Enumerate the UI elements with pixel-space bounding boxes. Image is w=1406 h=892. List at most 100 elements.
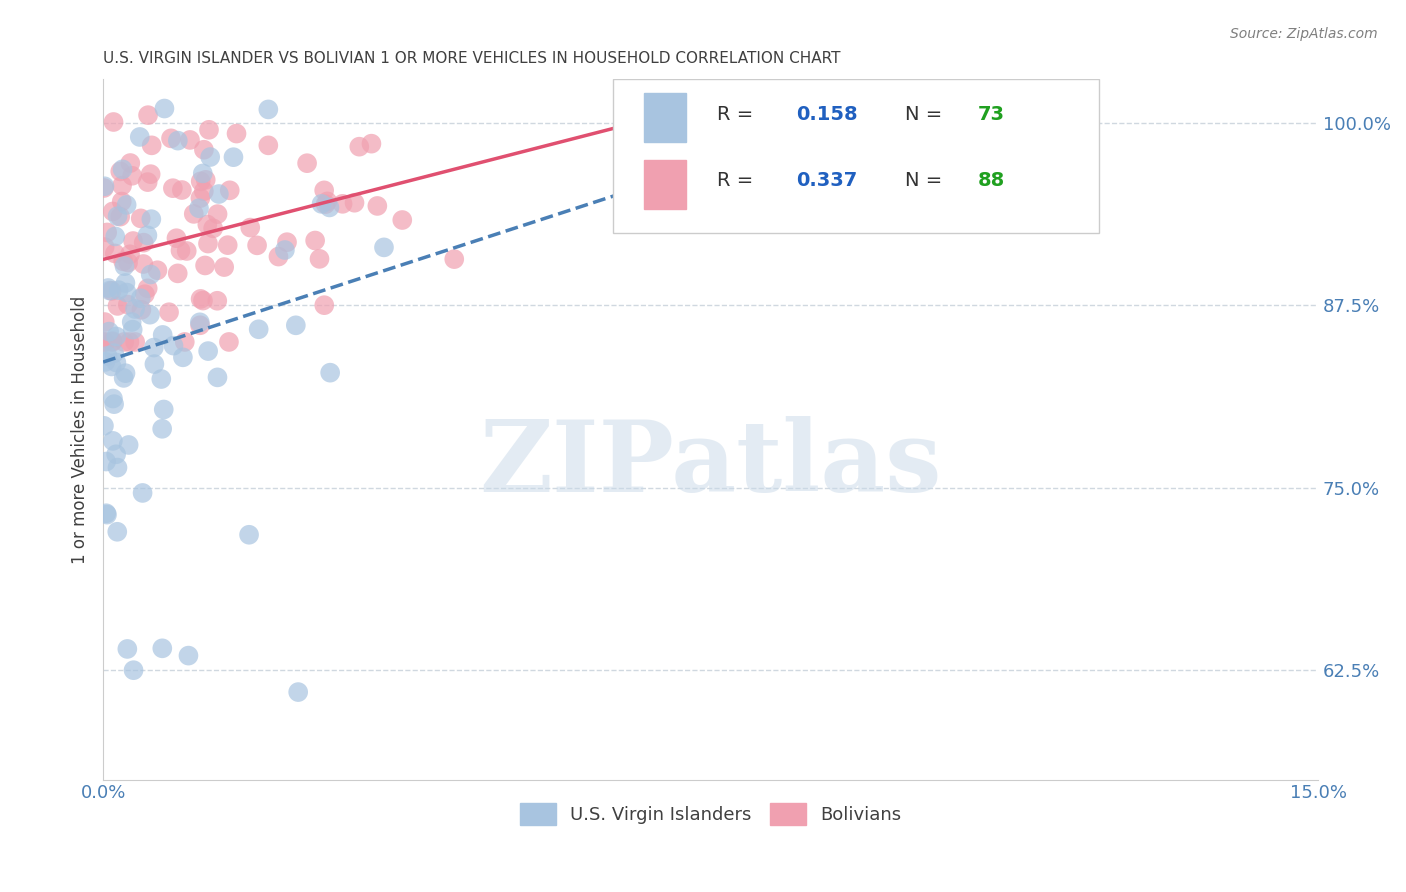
Point — [142, 341, 165, 355]
Point — [311, 197, 333, 211]
Point — [316, 194, 339, 209]
Point — [314, 183, 336, 197]
Point — [343, 195, 366, 210]
Point — [93, 334, 115, 349]
Text: 88: 88 — [979, 171, 1005, 190]
Point — [120, 156, 142, 170]
Point — [104, 246, 127, 260]
Point — [179, 133, 201, 147]
Point — [217, 238, 239, 252]
Point — [332, 197, 354, 211]
Point — [349, 139, 371, 153]
Point — [314, 298, 336, 312]
Point — [276, 235, 298, 250]
Point — [111, 162, 134, 177]
Point — [117, 298, 139, 312]
Point — [141, 138, 163, 153]
Point — [188, 315, 211, 329]
Point — [207, 207, 229, 221]
Point — [315, 197, 337, 211]
Point — [308, 252, 330, 266]
Y-axis label: 1 or more Vehicles in Household: 1 or more Vehicles in Household — [72, 295, 89, 564]
Point — [100, 359, 122, 374]
Point — [212, 260, 235, 274]
Point — [162, 338, 184, 352]
Point — [131, 302, 153, 317]
Point — [93, 240, 115, 254]
Point — [319, 366, 342, 380]
Point — [150, 372, 173, 386]
Point — [129, 291, 152, 305]
Point — [139, 308, 162, 322]
Point — [131, 486, 153, 500]
FancyBboxPatch shape — [613, 79, 1099, 234]
Point — [202, 221, 225, 235]
Point — [107, 209, 129, 223]
Point — [177, 648, 200, 663]
Point — [218, 334, 240, 349]
Text: ZIPatlas: ZIPatlas — [479, 416, 942, 513]
Point — [153, 102, 176, 116]
Point — [121, 323, 143, 337]
Point — [194, 259, 217, 273]
Point — [107, 299, 129, 313]
Point — [157, 305, 180, 319]
Point — [111, 178, 134, 193]
Point — [146, 263, 169, 277]
Point — [93, 179, 115, 194]
Point — [193, 143, 215, 157]
Point — [170, 183, 193, 197]
Point — [150, 641, 173, 656]
Point — [100, 284, 122, 298]
Point — [141, 212, 163, 227]
Point — [318, 201, 340, 215]
Point — [124, 301, 146, 316]
Point — [97, 281, 120, 295]
Point — [121, 315, 143, 329]
Point — [257, 103, 280, 117]
Point — [193, 184, 215, 198]
Point — [94, 334, 117, 349]
Point — [195, 218, 218, 232]
Point — [98, 325, 121, 339]
Point — [173, 334, 195, 349]
Point — [114, 259, 136, 273]
Point — [105, 355, 128, 369]
Point — [287, 685, 309, 699]
Point — [197, 344, 219, 359]
Point — [101, 392, 124, 406]
Point — [114, 366, 136, 380]
Point — [96, 506, 118, 520]
Point — [93, 181, 115, 195]
Text: 0.158: 0.158 — [796, 105, 858, 124]
Point — [101, 204, 124, 219]
Point — [166, 266, 188, 280]
Point — [176, 244, 198, 258]
Point — [191, 293, 214, 308]
Point — [225, 127, 247, 141]
Point — [112, 371, 135, 385]
Point — [136, 281, 159, 295]
Point — [208, 186, 231, 201]
Point — [107, 460, 129, 475]
Point — [103, 397, 125, 411]
Point — [136, 175, 159, 189]
Point — [122, 663, 145, 677]
Point — [101, 334, 124, 348]
Point — [267, 250, 290, 264]
Point — [207, 370, 229, 384]
Point — [103, 115, 125, 129]
Point — [218, 183, 240, 197]
Point — [200, 150, 222, 164]
Point — [152, 402, 174, 417]
Point — [172, 351, 194, 365]
Point — [96, 226, 118, 240]
Point — [104, 229, 127, 244]
Point — [132, 235, 155, 250]
Text: R =: R = — [717, 171, 759, 190]
Point — [160, 131, 183, 145]
Point — [360, 136, 382, 151]
Text: R =: R = — [717, 105, 759, 124]
Point — [304, 234, 326, 248]
Point — [124, 334, 146, 349]
